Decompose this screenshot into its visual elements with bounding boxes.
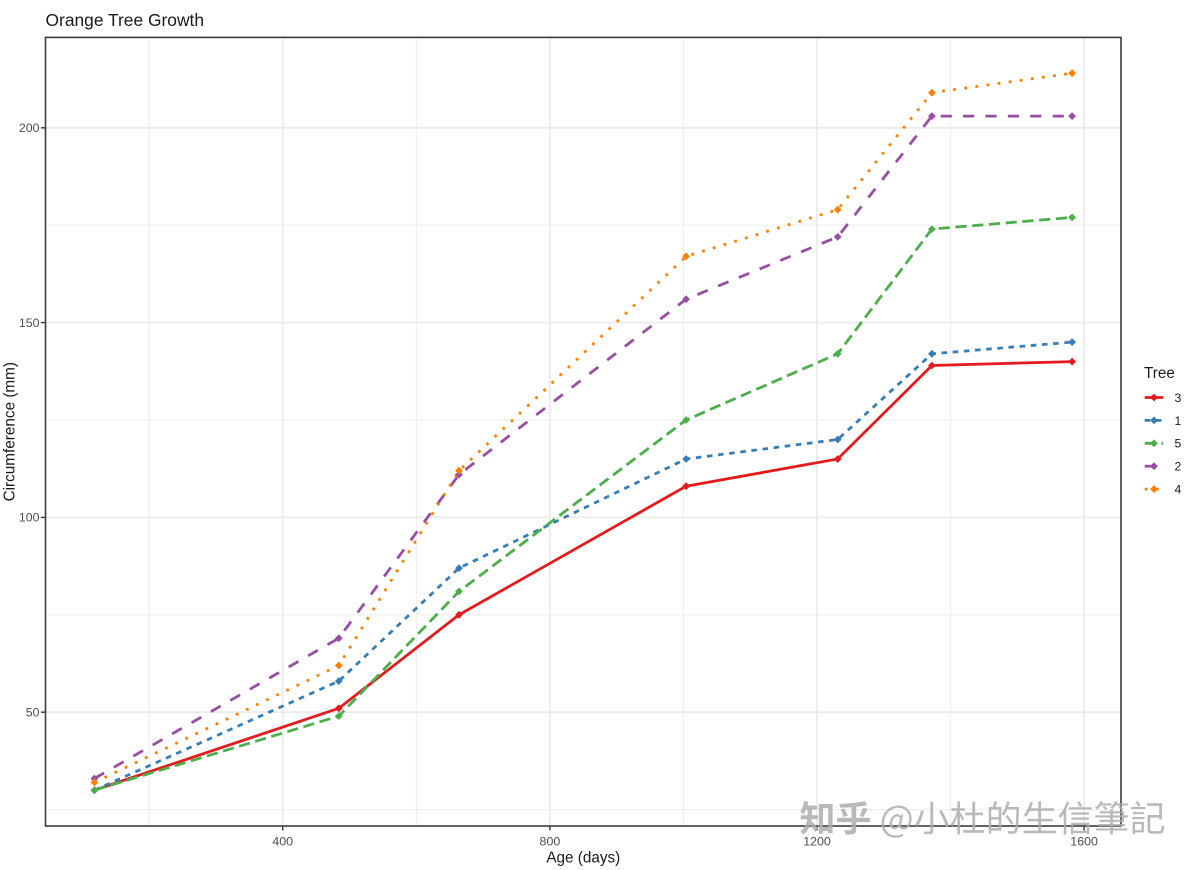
svg-text:4: 4 [1175,483,1182,497]
svg-text:200: 200 [19,121,40,135]
svg-text:Circumference (mm): Circumference (mm) [2,362,19,501]
svg-text:1200: 1200 [803,835,831,849]
svg-text:1600: 1600 [1070,835,1098,849]
svg-text:2: 2 [1175,460,1182,474]
svg-text:1: 1 [1175,414,1182,428]
svg-text:400: 400 [272,835,293,849]
svg-text:Tree: Tree [1144,365,1175,382]
svg-text:800: 800 [540,835,561,849]
svg-text:3: 3 [1175,391,1182,405]
svg-text:100: 100 [19,511,40,525]
svg-text:Age (days): Age (days) [546,850,620,867]
svg-text:150: 150 [19,316,40,330]
svg-text:50: 50 [26,706,40,720]
svg-text:5: 5 [1175,437,1182,451]
svg-text:Orange Tree Growth: Orange Tree Growth [46,10,205,30]
